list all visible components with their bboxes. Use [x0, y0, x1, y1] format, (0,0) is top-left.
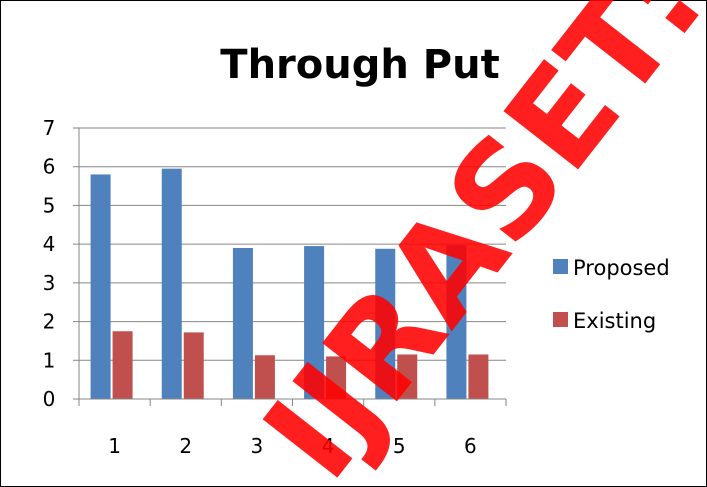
y-tick-label: 0	[43, 387, 56, 411]
y-tick-label: 1	[43, 348, 56, 372]
x-tick-label: 3	[251, 434, 264, 458]
chart-title: Through Put	[220, 42, 499, 88]
bar-existing-1	[113, 331, 133, 399]
bar-proposed-1	[91, 174, 111, 399]
bar-proposed-3	[233, 248, 253, 399]
bar-existing-2	[184, 332, 204, 399]
y-tick-label: 3	[43, 271, 56, 295]
x-tick-label: 1	[108, 434, 121, 458]
y-tick-label: 6	[43, 155, 56, 179]
y-tick-label: 4	[43, 232, 56, 256]
y-tick-label: 2	[43, 310, 56, 334]
y-tick-label: 5	[43, 193, 56, 217]
x-tick-label: 6	[464, 434, 477, 458]
bar-existing-6	[468, 354, 488, 399]
legend-label-proposed: Proposed	[573, 256, 670, 280]
legend-swatch-proposed	[553, 259, 568, 274]
y-tick-label: 7	[43, 116, 56, 140]
bar-proposed-2	[162, 169, 182, 399]
x-tick-label: 2	[179, 434, 192, 458]
legend-swatch-existing	[553, 312, 568, 327]
legend-label-existing: Existing	[573, 309, 656, 333]
